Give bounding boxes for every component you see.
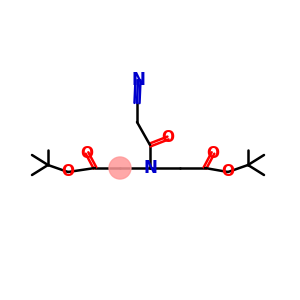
Circle shape	[109, 157, 131, 179]
Text: O: O	[206, 146, 220, 160]
Text: O: O	[221, 164, 235, 179]
Text: O: O	[80, 146, 94, 160]
Text: O: O	[61, 164, 74, 179]
Text: N: N	[131, 71, 145, 89]
Text: O: O	[161, 130, 175, 146]
Text: N: N	[143, 159, 157, 177]
